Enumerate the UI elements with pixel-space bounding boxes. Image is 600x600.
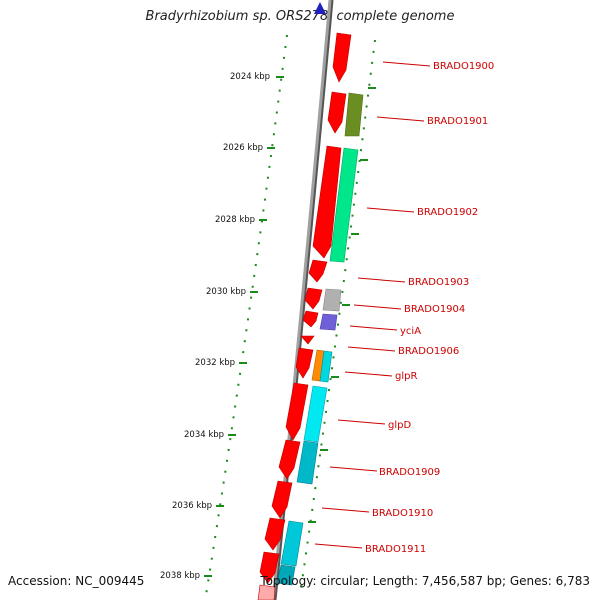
cds-arrow[interactable] (264, 517, 286, 551)
gene-label-brado1910[interactable]: BRADO1910 (372, 508, 433, 519)
outer-ring-ticks (308, 87, 376, 523)
ruler-tick-label: 2038 kbp (160, 571, 200, 581)
map-title: Bradyrhizobium sp. ORS278, complete geno… (145, 9, 455, 24)
cds-arrow[interactable] (308, 259, 328, 283)
feature-cyan-small[interactable] (319, 350, 333, 383)
feature-spring-green[interactable] (329, 147, 359, 263)
leader-lines (314, 61, 431, 549)
ruler: 2024 kbp 2026 kbp 2028 kbp 2030 kbp 2032… (160, 72, 284, 581)
cds-arrow[interactable] (259, 551, 280, 584)
feature-cyan-lower[interactable] (280, 520, 304, 567)
feature-cyan[interactable] (303, 385, 328, 443)
gene-label-ycia[interactable]: yciA (400, 326, 421, 337)
cds-arrow[interactable] (257, 584, 276, 600)
cds-arrow[interactable] (304, 287, 323, 310)
gene-label-brado1911[interactable]: BRADO1911 (365, 544, 426, 555)
cds-arrow[interactable] (278, 439, 301, 480)
inner-dotted-ring (205, 34, 288, 596)
cds-arrow[interactable] (295, 347, 314, 379)
feature-gray[interactable] (322, 288, 342, 312)
cds-arrow[interactable] (285, 382, 309, 441)
backbone-shadow (273, 0, 334, 600)
cds-arrow[interactable] (312, 145, 342, 259)
gene-label-glpr[interactable]: glpR (395, 371, 417, 382)
outer-dotted-ring (299, 39, 376, 596)
gene-label-brado1900[interactable]: BRADO1900 (433, 61, 494, 72)
cds-arrow[interactable] (332, 32, 352, 83)
cds-arrow[interactable] (327, 91, 347, 134)
ruler-tick-label: 2036 kbp (172, 501, 212, 511)
gene-label-brado1903[interactable]: BRADO1903 (408, 277, 469, 288)
feature-slate-blue[interactable] (319, 313, 338, 331)
feature-track (276, 92, 364, 586)
cds-arrow[interactable] (302, 310, 319, 328)
cds-arrow[interactable] (271, 480, 293, 519)
cds-arrow[interactable] (300, 335, 315, 345)
feature-dark-cyan-lower[interactable] (276, 564, 296, 586)
ruler-tick-label: 2034 kbp (184, 430, 224, 440)
ruler-tick-label: 2026 kbp (223, 143, 263, 153)
ruler-tick-label: 2024 kbp (230, 72, 270, 82)
gene-label-brado1901[interactable]: BRADO1901 (427, 116, 488, 127)
ruler-tick-label: 2028 kbp (215, 215, 255, 225)
feature-dark-cyan[interactable] (296, 440, 319, 485)
accession-text: Accession: NC_009445 (8, 574, 145, 588)
gene-labels: BRADO1900 BRADO1901 BRADO1902 BRADO1903 … (365, 61, 494, 555)
gene-label-brado1902[interactable]: BRADO1902 (417, 207, 478, 218)
cds-track (257, 32, 352, 600)
position-marker (314, 2, 326, 14)
genome-stats-text: Topology: circular; Length: 7,456,587 bp… (260, 574, 590, 588)
gene-label-brado1904[interactable]: BRADO1904 (404, 304, 465, 315)
gene-label-glpd[interactable]: glpD (388, 420, 411, 431)
gene-label-brado1906[interactable]: BRADO1906 (398, 346, 459, 357)
ruler-tick-label: 2030 kbp (206, 287, 246, 297)
feature-olive[interactable] (344, 92, 364, 137)
gene-label-brado1909[interactable]: BRADO1909 (379, 467, 440, 478)
ruler-tick-label: 2032 kbp (195, 358, 235, 368)
